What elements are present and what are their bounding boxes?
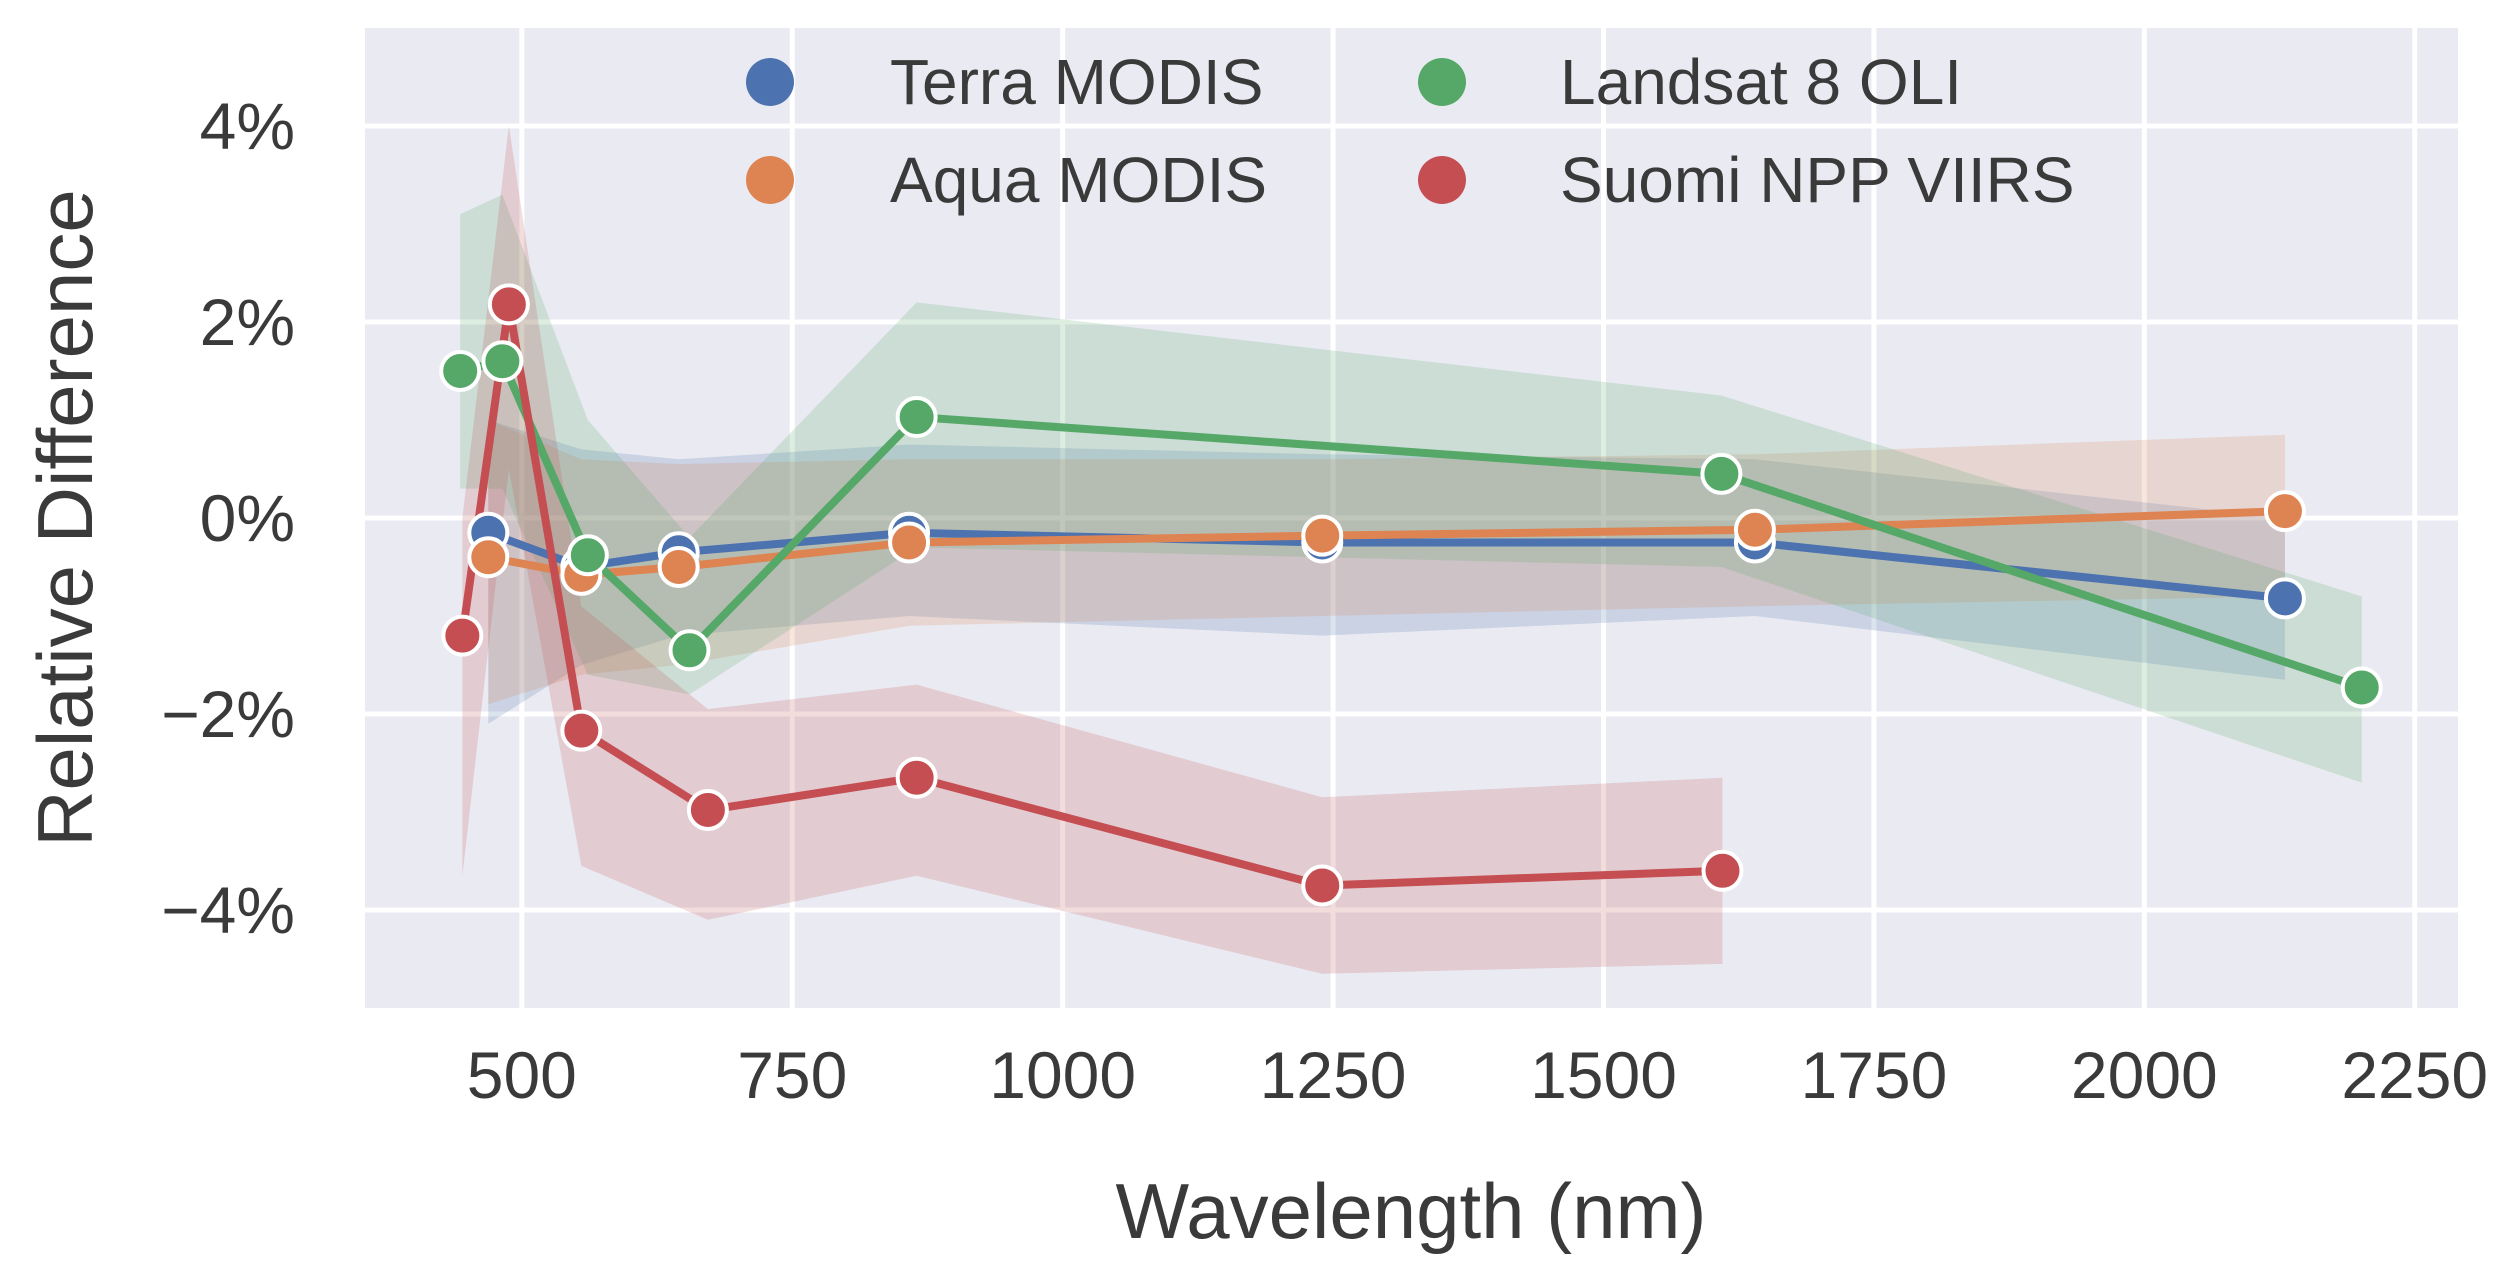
point-suomi-npp-viirs bbox=[1301, 864, 1344, 907]
legend-marker-suomi-npp-viirs bbox=[1418, 156, 1466, 204]
point-landsat-8-oli bbox=[2340, 666, 2383, 709]
band-landsat-8-oli bbox=[460, 194, 2362, 783]
legend-label-aqua-modis: Aqua MODIS bbox=[890, 144, 1267, 216]
y-tick-label: 0% bbox=[200, 481, 295, 555]
point-aqua-modis bbox=[2263, 490, 2306, 533]
point-terra-modis bbox=[2263, 577, 2306, 620]
x-tick-label: 2250 bbox=[2341, 1038, 2488, 1112]
tick-labels: 500 750 1000 1250 1500 1750 2000 2250 −4% −2% 0% 2%… bbox=[161, 89, 2488, 1112]
point-landsat-8-oli bbox=[895, 396, 938, 439]
band-suomi-npp-viirs bbox=[462, 126, 1723, 974]
y-tick-label: −4% bbox=[161, 873, 295, 947]
point-suomi-npp-viirs bbox=[895, 756, 938, 799]
y-tick-label: −2% bbox=[161, 677, 295, 751]
x-tick-label: 750 bbox=[737, 1038, 847, 1112]
point-landsat-8-oli bbox=[1700, 452, 1743, 495]
x-tick-label: 500 bbox=[467, 1038, 577, 1112]
point-landsat-8-oli bbox=[481, 340, 524, 383]
point-landsat-8-oli bbox=[668, 629, 711, 672]
y-axis-title: Relative Difference bbox=[21, 189, 109, 847]
point-aqua-modis bbox=[1301, 514, 1344, 557]
legend: Terra MODIS Aqua MODIS Landsat 8 OLI Suo… bbox=[746, 46, 2075, 216]
x-tick-label: 1750 bbox=[1800, 1038, 1947, 1112]
point-landsat-8-oli bbox=[566, 534, 609, 577]
legend-marker-aqua-modis bbox=[746, 156, 794, 204]
x-axis-title: Wavelength (nm) bbox=[1116, 1167, 1707, 1255]
y-tick-label: 4% bbox=[200, 89, 295, 163]
point-aqua-modis bbox=[1733, 508, 1776, 551]
legend-marker-landsat-8-oli bbox=[1418, 58, 1466, 106]
y-tick-label: 2% bbox=[200, 285, 295, 359]
point-suomi-npp-viirs bbox=[487, 283, 530, 326]
point-landsat-8-oli bbox=[439, 350, 482, 392]
x-tick-label: 1500 bbox=[1530, 1038, 1677, 1112]
x-tick-label: 1000 bbox=[989, 1038, 1136, 1112]
legend-label-landsat-8-oli: Landsat 8 OLI bbox=[1560, 46, 1962, 118]
x-tick-label: 1250 bbox=[1260, 1038, 1407, 1112]
point-aqua-modis bbox=[657, 546, 700, 588]
point-suomi-npp-viirs bbox=[441, 614, 484, 657]
point-aqua-modis bbox=[467, 536, 510, 579]
series-markers bbox=[439, 283, 2383, 907]
legend-label-suomi-npp-viirs: Suomi NPP VIIRS bbox=[1560, 144, 2075, 216]
point-aqua-modis bbox=[888, 521, 931, 564]
band-terra-modis bbox=[488, 420, 2285, 724]
band-aqua-modis bbox=[488, 420, 2285, 705]
confidence-bands bbox=[460, 126, 2362, 974]
x-tick-label: 2000 bbox=[2071, 1038, 2218, 1112]
point-suomi-npp-viirs bbox=[560, 709, 603, 752]
point-suomi-npp-viirs bbox=[1701, 849, 1744, 892]
legend-label-terra-modis: Terra MODIS bbox=[890, 46, 1263, 118]
point-suomi-npp-viirs bbox=[686, 789, 729, 832]
legend-marker-terra-modis bbox=[746, 58, 794, 106]
